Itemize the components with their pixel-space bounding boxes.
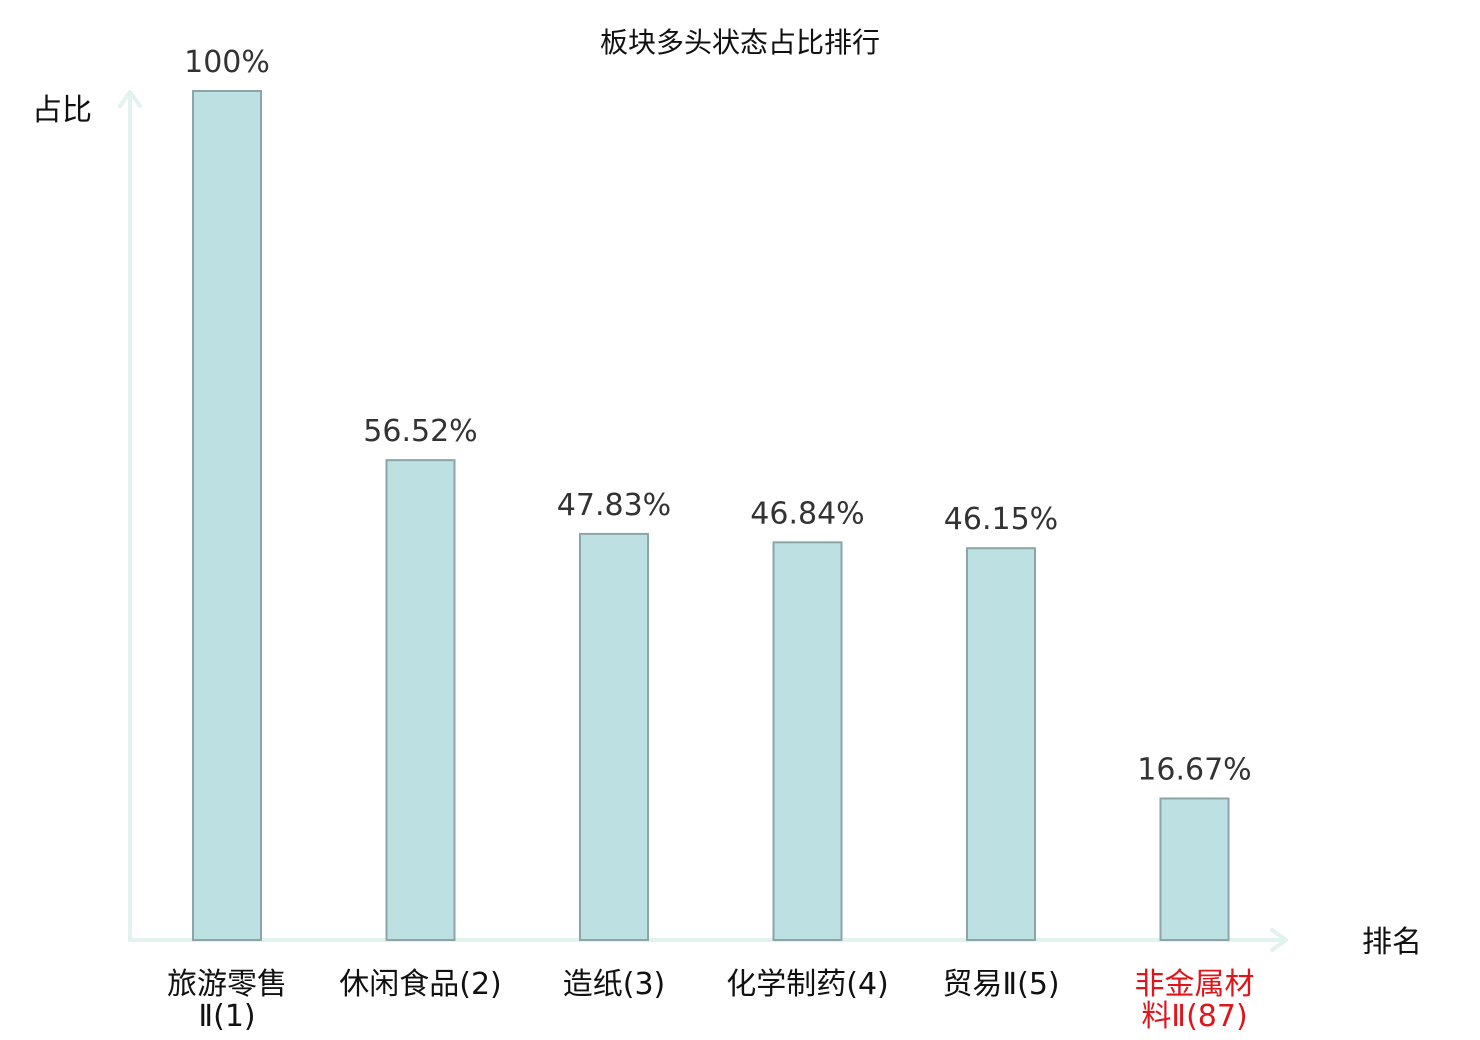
category-label-line: 贸易Ⅱ(5) [942, 967, 1059, 1002]
y-axis-label: 占比 [32, 93, 92, 128]
chart-title: 板块多头状态占比排行 [600, 26, 880, 59]
bar-1 [192, 90, 262, 941]
value-label-5: 46.15% [944, 502, 1058, 537]
category-label-4: 化学制药(4) [726, 967, 889, 1002]
axes [118, 90, 1288, 952]
category-label-line: 造纸(3) [563, 967, 666, 1002]
bar-3 [579, 532, 649, 941]
bars-group [192, 90, 1230, 942]
bar-4 [772, 541, 843, 942]
value-label-2: 56.52% [363, 414, 477, 449]
value-label-6: 16.67% [1137, 752, 1251, 787]
value-labels-group: 100% 56.52% 47.83% 46.84% 46.15% 16.67% [184, 45, 1252, 787]
category-label-line: 旅游零售 [167, 967, 287, 1002]
bar-2 [385, 459, 456, 941]
x-axis-label: 排名 [1362, 925, 1422, 960]
category-label-2: 休闲食品(2) [339, 967, 502, 1002]
category-label-line: 非金属材 [1135, 967, 1255, 1002]
category-label-5: 贸易Ⅱ(5) [942, 967, 1059, 1002]
category-labels-group: 旅游零售 Ⅱ(1) 休闲食品(2) 造纸(3) 化学制药(4) 贸易Ⅱ(5) 非金属材料Ⅱ(… [167, 967, 1255, 1034]
bar-5 [966, 547, 1036, 942]
category-label-line: 料Ⅱ(87) [1141, 999, 1247, 1034]
category-label-line: 休闲食品(2) [339, 967, 502, 1002]
category-label-3: 造纸(3) [563, 967, 666, 1002]
value-label-3: 47.83% [557, 488, 671, 523]
category-label-line: 化学制药(4) [726, 967, 889, 1002]
x-axis-arrow [1270, 928, 1288, 952]
category-label-line: Ⅱ(1) [198, 999, 255, 1034]
value-label-4: 46.84% [750, 496, 864, 531]
value-label-1: 100% [184, 45, 270, 80]
category-label-1: 旅游零售 Ⅱ(1) [167, 967, 287, 1034]
category-label-6: 非金属材料Ⅱ(87) [1135, 967, 1255, 1034]
bar-6 [1159, 797, 1230, 941]
y-axis-arrow [118, 90, 142, 108]
